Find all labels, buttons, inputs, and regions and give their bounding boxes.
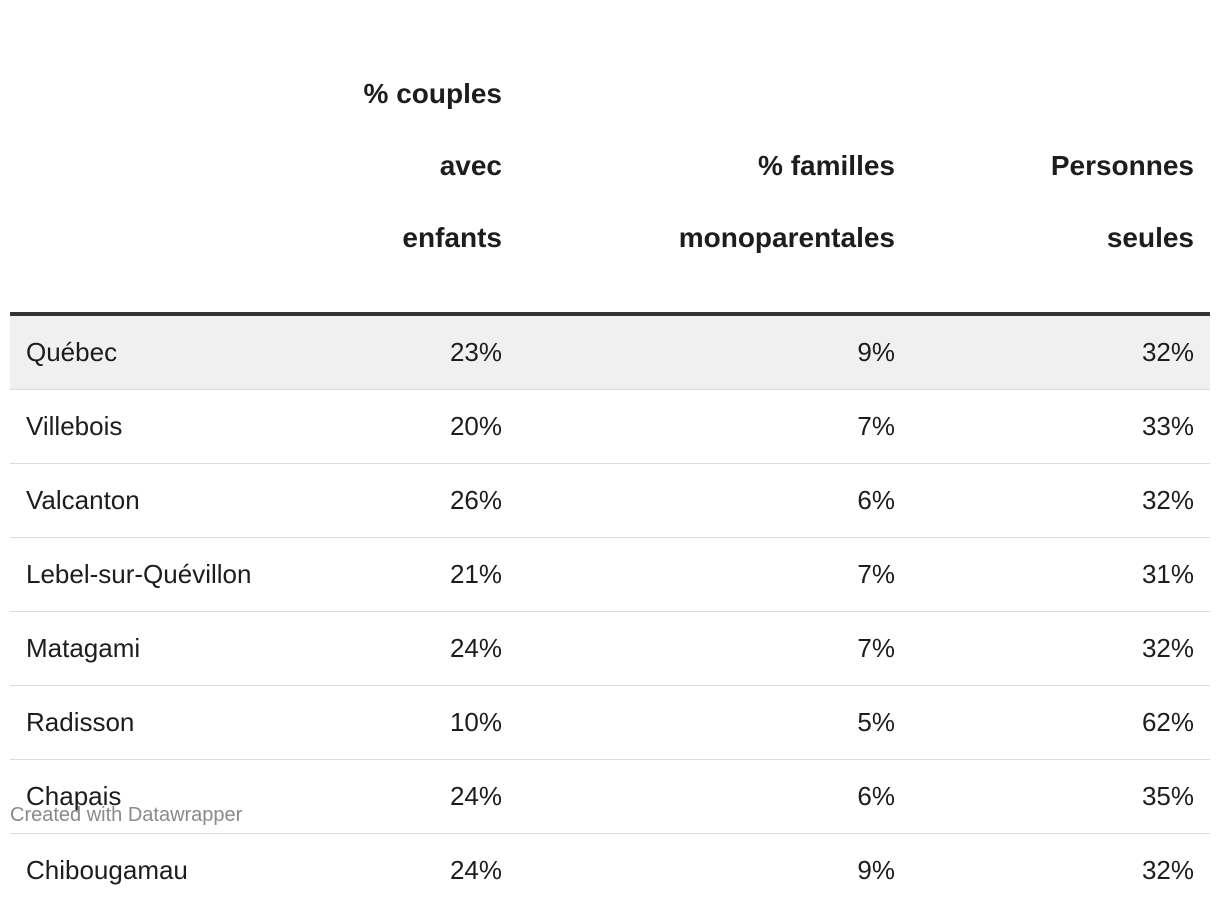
cell-seules: 32% (911, 834, 1210, 907)
header-line: % familles (534, 148, 895, 184)
header-line: monoparentales (534, 220, 895, 256)
cell-monoparentales: 9% (518, 314, 911, 390)
data-table-container: % couples avec enfants % familles monopa… (10, 40, 1210, 907)
header-personnes-seules: Personnes seules (911, 40, 1210, 314)
row-name: Chibougamau (10, 834, 260, 907)
cell-monoparentales: 7% (518, 538, 911, 612)
cell-couples: 20% (260, 390, 518, 464)
cell-monoparentales: 6% (518, 760, 911, 834)
cell-seules: 32% (911, 464, 1210, 538)
row-name: Valcanton (10, 464, 260, 538)
cell-seules: 32% (911, 314, 1210, 390)
cell-monoparentales: 9% (518, 834, 911, 907)
cell-seules: 32% (911, 612, 1210, 686)
table-row: Chibougamau 24% 9% 32% (10, 834, 1210, 907)
cell-couples: 24% (260, 760, 518, 834)
cell-seules: 33% (911, 390, 1210, 464)
cell-monoparentales: 5% (518, 686, 911, 760)
header-line: % couples (276, 76, 502, 112)
header-line: Personnes (927, 148, 1194, 184)
header-line: avec (276, 148, 502, 184)
table-header-row: % couples avec enfants % familles monopa… (10, 40, 1210, 314)
cell-seules: 62% (911, 686, 1210, 760)
cell-monoparentales: 7% (518, 612, 911, 686)
header-familles-monoparentales: % familles monoparentales (518, 40, 911, 314)
data-table: % couples avec enfants % familles monopa… (10, 40, 1210, 907)
cell-couples: 24% (260, 834, 518, 907)
table-row: Lebel-sur-Quévillon 21% 7% 31% (10, 538, 1210, 612)
header-couples-avec-enfants: % couples avec enfants (260, 40, 518, 314)
table-row: Valcanton 26% 6% 32% (10, 464, 1210, 538)
row-name: Lebel-sur-Quévillon (10, 538, 260, 612)
cell-couples: 10% (260, 686, 518, 760)
cell-couples: 26% (260, 464, 518, 538)
row-name: Radisson (10, 686, 260, 760)
header-line: enfants (276, 220, 502, 256)
table-row: Radisson 10% 5% 62% (10, 686, 1210, 760)
cell-seules: 35% (911, 760, 1210, 834)
cell-couples: 24% (260, 612, 518, 686)
cell-monoparentales: 6% (518, 464, 911, 538)
row-name: Matagami (10, 612, 260, 686)
header-name (10, 40, 260, 314)
row-name: Québec (10, 314, 260, 390)
datawrapper-credit[interactable]: Created with Datawrapper (10, 804, 242, 827)
table-row: Matagami 24% 7% 32% (10, 612, 1210, 686)
table-row: Québec 23% 9% 32% (10, 314, 1210, 390)
cell-couples: 23% (260, 314, 518, 390)
cell-couples: 21% (260, 538, 518, 612)
header-line: seules (927, 220, 1194, 256)
table-row: Villebois 20% 7% 33% (10, 390, 1210, 464)
row-name: Villebois (10, 390, 260, 464)
cell-monoparentales: 7% (518, 390, 911, 464)
cell-seules: 31% (911, 538, 1210, 612)
